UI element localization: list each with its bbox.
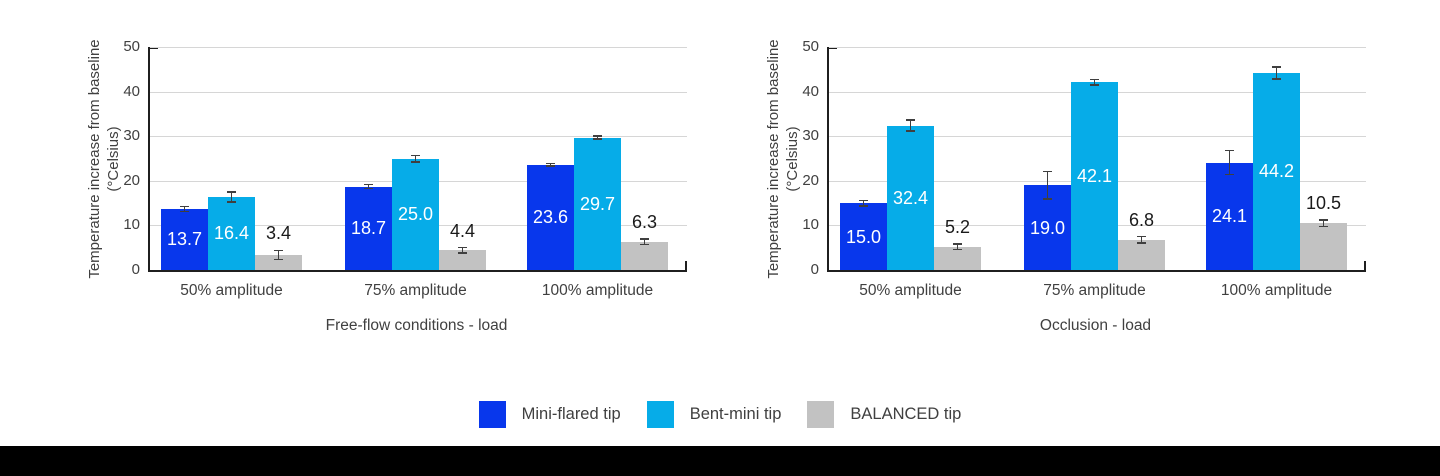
bar-mini-flared-tip — [527, 164, 574, 270]
error-bar — [545, 162, 556, 168]
bottom-black-bar — [0, 446, 1440, 476]
bar-mini-flared-tip — [840, 203, 887, 270]
data-label: 3.4 — [265, 223, 292, 244]
x-tick-label: 50% amplitude — [859, 282, 962, 299]
y-tick-label: 0 — [810, 261, 819, 278]
error-bar — [858, 199, 869, 207]
legend-swatch — [478, 401, 506, 428]
y-tick-label: 40 — [123, 82, 140, 100]
bar-bent-mini-tip — [574, 137, 621, 270]
data-label: 29.7 — [579, 193, 616, 214]
y-tick-label: 0 — [131, 261, 140, 278]
bar-balanced-tip — [439, 250, 486, 270]
y-tick-label: 20 — [123, 171, 140, 189]
data-label: 19.0 — [1029, 217, 1066, 238]
x-axis-title: Free-flow conditions - load — [325, 317, 508, 334]
data-label: 10.5 — [1305, 193, 1342, 214]
chart-free-flow: Temperature increase from baseline (°Cel… — [86, 38, 687, 334]
x-tick-label: 100% amplitude — [541, 282, 654, 299]
legend: Mini-flared tip Bent-mini tip BALANCED tip — [0, 401, 1440, 428]
error-bar — [179, 205, 190, 213]
plot-area: 0 10 20 30 40 50 50% amplitude 75% amplitude 100… — [802, 38, 1366, 299]
error-bar — [1089, 78, 1100, 86]
legend-swatch — [807, 401, 835, 428]
x-tick-label: 75% amplitude — [1043, 282, 1146, 299]
data-label: 16.4 — [213, 223, 250, 244]
x-axis-title: Occlusion - load — [1039, 317, 1152, 334]
data-label: 32.4 — [892, 187, 929, 208]
data-label: 44.2 — [1258, 161, 1295, 182]
x-tick-label: 75% amplitude — [364, 282, 467, 299]
chart-occlusion: Temperature increase from baseline (°Cel… — [765, 38, 1366, 334]
y-tick-label: 30 — [123, 127, 140, 145]
bar-mini-flared-tip — [161, 208, 208, 270]
data-label: 42.1 — [1076, 166, 1113, 187]
y-tick-label: 50 — [802, 38, 819, 55]
legend-item: BALANCED tip — [807, 401, 961, 428]
error-bar — [905, 119, 916, 133]
data-label: 23.6 — [532, 207, 569, 228]
bar-mini-flared-tip — [345, 186, 392, 270]
gridline — [829, 47, 1366, 48]
legend-label: Bent-mini tip — [689, 405, 782, 423]
bar-bent-mini-tip — [887, 125, 934, 270]
error-bar — [639, 238, 650, 246]
bar-bent-mini-tip — [392, 158, 439, 270]
error-bar — [1224, 149, 1235, 176]
y-tick-label: 20 — [802, 171, 819, 189]
error-bar — [952, 243, 963, 251]
error-bar — [1271, 66, 1282, 80]
bar-balanced-tip — [255, 254, 302, 270]
gridline — [150, 136, 687, 138]
y-axis-title: Temperature increase from baseline (°Cel… — [86, 38, 122, 279]
plot-area: 0 10 20 30 40 50 50% amplitude 75% amplitude 100… — [123, 38, 687, 299]
error-bar — [1042, 170, 1053, 201]
data-label: 18.7 — [350, 218, 387, 239]
x-tick-label: 50% amplitude — [180, 282, 283, 299]
bar-mini-flared-tip — [1206, 162, 1253, 270]
y-tick-label: 50 — [123, 38, 140, 55]
error-bar — [1136, 235, 1147, 244]
error-bar — [363, 183, 374, 190]
data-label: 4.4 — [449, 220, 476, 241]
error-bar — [457, 246, 468, 255]
data-label: 15.0 — [845, 226, 882, 247]
legend-swatch — [646, 401, 674, 428]
error-bar — [273, 249, 284, 261]
data-label: 6.8 — [1128, 209, 1155, 230]
bar-bent-mini-tip — [1253, 72, 1300, 270]
legend-item: Bent-mini tip — [646, 401, 782, 428]
legend-item: Mini-flared tip — [478, 401, 621, 428]
error-bar — [226, 191, 237, 203]
y-tick-label: 10 — [802, 216, 819, 234]
legend-label: Mini-flared tip — [521, 405, 621, 423]
gridline — [150, 91, 687, 93]
x-tick-label: 100% amplitude — [1220, 282, 1333, 299]
y-axis-title: Temperature increase from baseline (°Cel… — [765, 38, 801, 279]
y-tick-label: 10 — [123, 216, 140, 234]
gridline — [150, 47, 687, 48]
bar-balanced-tip — [1300, 223, 1347, 270]
bar-balanced-tip — [1118, 239, 1165, 270]
bar-balanced-tip — [621, 241, 668, 270]
error-bar — [592, 135, 603, 141]
bar-bent-mini-tip — [208, 196, 255, 270]
bar-balanced-tip — [934, 246, 981, 270]
y-tick-label: 40 — [802, 82, 819, 100]
error-bar — [1318, 219, 1329, 228]
data-label: 25.0 — [397, 204, 434, 225]
data-label: 5.2 — [944, 217, 971, 238]
y-tick-label: 30 — [802, 127, 819, 145]
legend-label: BALANCED tip — [850, 405, 962, 423]
data-label: 6.3 — [631, 212, 658, 233]
data-label: 13.7 — [166, 229, 203, 250]
data-label: 24.1 — [1211, 206, 1248, 227]
bar-bent-mini-tip — [1071, 82, 1118, 270]
error-bar — [410, 154, 421, 163]
